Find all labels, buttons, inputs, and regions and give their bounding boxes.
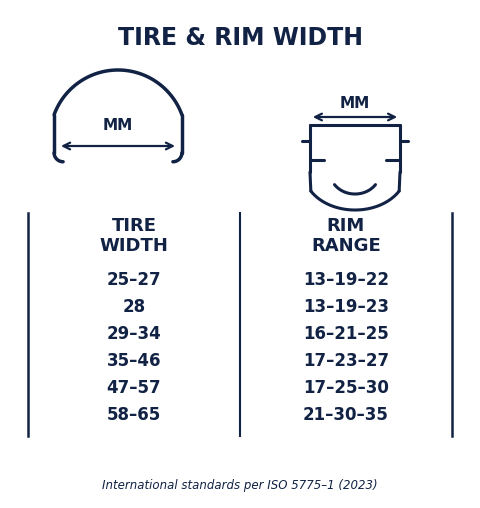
Text: RIM
RANGE: RIM RANGE [311, 217, 381, 255]
Text: 58–65: 58–65 [107, 406, 161, 424]
Text: 16–21–25: 16–21–25 [303, 325, 389, 343]
Text: International standards per ISO 5775–1 (2023): International standards per ISO 5775–1 (… [102, 480, 378, 492]
Text: TIRE
WIDTH: TIRE WIDTH [99, 217, 168, 255]
Text: TIRE & RIM WIDTH: TIRE & RIM WIDTH [118, 26, 362, 50]
Text: 25–27: 25–27 [107, 271, 161, 289]
Text: 47–57: 47–57 [107, 379, 161, 397]
Text: 28: 28 [122, 298, 145, 316]
Text: MM: MM [340, 96, 370, 111]
Text: 21–30–35: 21–30–35 [303, 406, 389, 424]
Text: 13–19–22: 13–19–22 [303, 271, 389, 289]
Text: 29–34: 29–34 [107, 325, 161, 343]
Text: 17–23–27: 17–23–27 [303, 352, 389, 370]
Text: MM: MM [103, 118, 133, 134]
Text: 35–46: 35–46 [107, 352, 161, 370]
Text: 17–25–30: 17–25–30 [303, 379, 389, 397]
Text: 13–19–23: 13–19–23 [303, 298, 389, 316]
